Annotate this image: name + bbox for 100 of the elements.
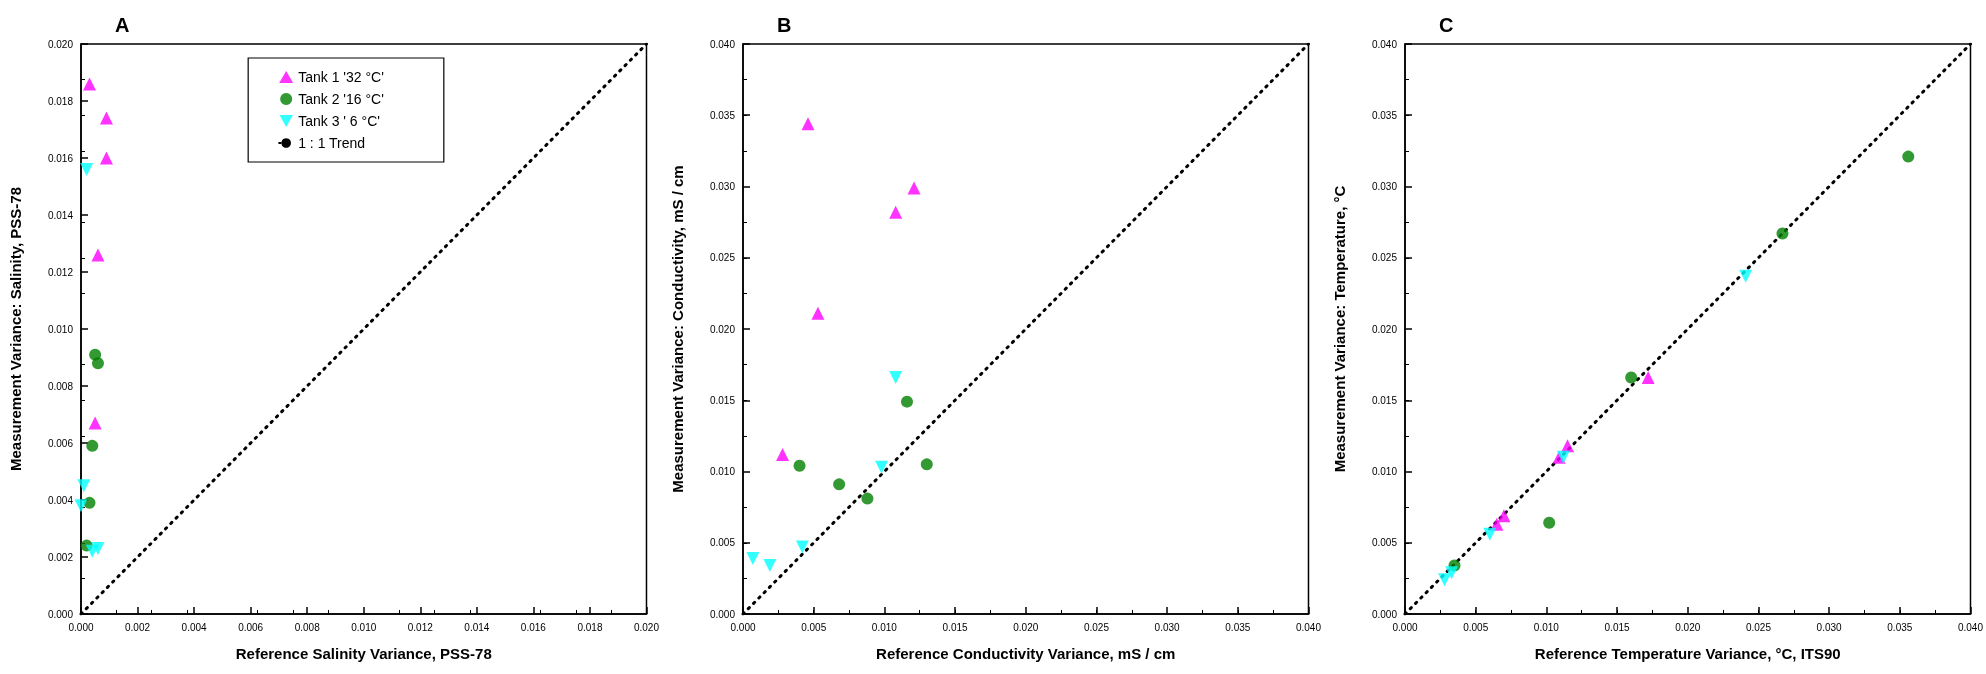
point: [86, 439, 99, 452]
point: [1641, 370, 1655, 384]
point: [776, 447, 790, 461]
y-tick-label: 0.000: [709, 608, 736, 620]
x-tick-label: 0.012: [407, 621, 434, 633]
point: [1543, 516, 1556, 529]
x-tick-label: 0.030: [1154, 621, 1181, 633]
x-tick-label: 0.035: [1887, 621, 1913, 633]
y-axis-title: Measurement Variance: Conductivity, mS / cm: [669, 165, 686, 493]
legend-label: Tank 3 ' 6 °C': [298, 113, 380, 129]
y-tick-label: 0.008: [47, 380, 74, 392]
x-tick-label: 0.010: [1533, 621, 1560, 633]
point: [875, 460, 889, 474]
x-tick-label: 0.000: [68, 621, 94, 633]
x-axis-title: Reference Temperature Variance, °C, ITS90: [1534, 645, 1841, 662]
point: [1561, 439, 1575, 453]
point: [793, 459, 806, 472]
x-tick-label: 0.010: [351, 621, 377, 633]
x-tick-label: 0.020: [1675, 621, 1701, 633]
point: [795, 540, 809, 554]
x-tick-label: 0.025: [1083, 621, 1110, 633]
x-tick-label: 0.040: [1295, 621, 1322, 633]
x-axis-title: Reference Conductivity Variance, mS / cm: [876, 645, 1176, 662]
y-axis-title: Measurement Variance: Temperature, °C: [1331, 185, 1348, 473]
x-tick-label: 0.010: [871, 621, 898, 633]
point: [88, 416, 102, 430]
chart-title: C: [1439, 14, 1454, 36]
point: [91, 357, 104, 370]
y-tick-label: 0.020: [1371, 323, 1398, 335]
y-tick-label: 0.015: [1371, 394, 1398, 406]
y-tick-label: 0.015: [709, 394, 736, 406]
point: [889, 205, 903, 219]
x-tick-label: 0.000: [730, 621, 756, 633]
point: [833, 478, 846, 491]
y-tick-label: 0.025: [709, 252, 736, 264]
point: [1438, 573, 1452, 587]
y-tick-label: 0.004: [47, 494, 74, 506]
x-tick-label: 0.015: [942, 621, 969, 633]
point: [91, 541, 105, 555]
legend-label: 1 : 1 Trend: [298, 135, 366, 151]
y-tick-label: 0.020: [47, 38, 74, 50]
y-tick-label: 0.000: [47, 608, 74, 620]
point: [74, 499, 88, 513]
x-tick-label: 0.006: [238, 621, 264, 633]
x-tick-label: 0.040: [1957, 621, 1984, 633]
point: [901, 395, 913, 408]
x-tick-label: 0.030: [1816, 621, 1843, 633]
x-tick-label: 0.005: [1463, 621, 1489, 633]
point: [811, 306, 825, 320]
x-tick-label: 0.016: [520, 621, 547, 633]
y-tick-label: 0.016: [47, 152, 74, 164]
y-tick-label: 0.002: [47, 551, 74, 563]
y-tick-label: 0.035: [709, 109, 736, 121]
point: [1483, 527, 1497, 541]
y-tick-label: 0.020: [709, 323, 736, 335]
point: [1625, 371, 1638, 384]
y-tick-label: 0.000: [1371, 608, 1398, 620]
point: [746, 551, 760, 565]
y-tick-label: 0.012: [47, 266, 74, 278]
legend-label: Tank 2 '16 °C': [298, 91, 384, 107]
x-tick-label: 0.035: [1225, 621, 1251, 633]
point: [1556, 450, 1570, 464]
point: [1776, 227, 1789, 240]
y-tick-label: 0.025: [1371, 252, 1398, 264]
y-tick-label: 0.006: [47, 437, 74, 449]
point: [907, 181, 921, 195]
point: [1445, 566, 1459, 580]
y-tick-label: 0.005: [1371, 537, 1398, 549]
legend-label: Tank 1 '32 °C': [298, 69, 384, 85]
point: [889, 370, 903, 384]
point: [763, 559, 777, 573]
y-tick-label: 0.014: [47, 209, 74, 221]
point: [920, 458, 933, 471]
y-tick-label: 0.010: [709, 466, 736, 477]
y-tick-label: 0.030: [709, 181, 736, 192]
y-tick-label: 0.010: [1371, 466, 1398, 477]
point: [1902, 150, 1915, 163]
point: [1497, 509, 1511, 523]
y-tick-label: 0.005: [709, 537, 736, 549]
x-tick-label: 0.000: [1392, 621, 1418, 633]
point: [99, 111, 113, 125]
y-tick-label: 0.030: [1371, 181, 1398, 192]
x-tick-label: 0.020: [633, 621, 660, 633]
y-tick-label: 0.035: [1371, 109, 1398, 121]
chart-title: B: [777, 14, 792, 36]
point: [861, 492, 874, 505]
x-tick-label: 0.008: [294, 621, 321, 633]
point: [99, 151, 113, 165]
x-tick-label: 0.014: [464, 621, 490, 633]
point: [91, 248, 105, 262]
y-axis-title: Measurement Variance: Salinity, PSS-78: [7, 186, 24, 472]
x-tick-label: 0.018: [577, 621, 603, 633]
chart-title: A: [115, 14, 130, 36]
point: [801, 117, 815, 131]
point: [77, 479, 91, 493]
x-tick-label: 0.025: [1745, 621, 1772, 633]
x-tick-label: 0.002: [125, 621, 151, 633]
x-tick-label: 0.004: [181, 621, 208, 633]
point: [82, 77, 96, 91]
x-tick-label: 0.020: [1013, 621, 1039, 633]
